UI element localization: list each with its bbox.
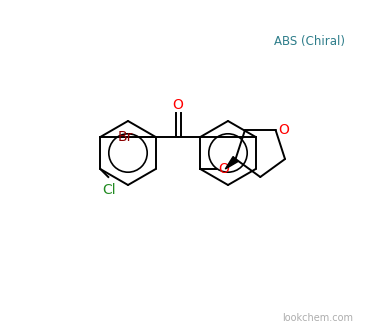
Text: Br: Br [117,130,133,144]
Text: ABS (Chiral): ABS (Chiral) [274,35,346,47]
Polygon shape [225,157,238,169]
Text: O: O [218,162,229,176]
Text: O: O [278,123,289,137]
Text: Cl: Cl [102,183,116,197]
Text: lookchem.com: lookchem.com [283,313,353,323]
Text: O: O [172,98,183,112]
